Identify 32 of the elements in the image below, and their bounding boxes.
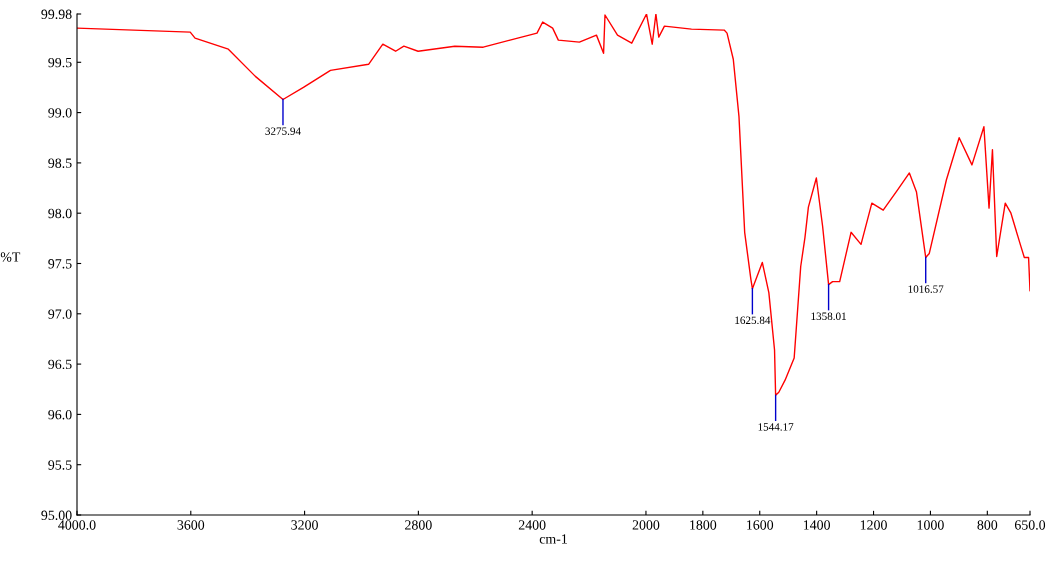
x-tick-label: 800 (977, 520, 998, 530)
x-tick-label: 1000 (917, 520, 944, 530)
x-tick-label: 1800 (690, 520, 717, 530)
x-tick-label: 3200 (291, 520, 318, 530)
x-tick-label: 2000 (632, 520, 660, 530)
y-tick-label: 99.0 (48, 108, 72, 118)
x-tick-label: 1400 (803, 520, 830, 530)
annotation: 1358.01 (811, 312, 846, 321)
annotation: 3275.94 (265, 127, 301, 135)
x-tick-label: 4000.0 (58, 520, 96, 530)
y-axis-title: %T (0, 252, 21, 262)
y-tick-label: 95.5 (48, 460, 72, 470)
annotation: 1544.17 (758, 423, 794, 431)
x-tick-label: 650.0 (1014, 520, 1046, 530)
y-tick-label: 96.5 (48, 359, 72, 370)
y-tick-label: 98.0 (48, 208, 72, 219)
y-tick-label: 96.0 (48, 409, 72, 420)
y-tick-label: 95.00 (41, 510, 72, 521)
line-series (77, 14, 1030, 396)
y-tick-label: 99.98 (41, 9, 72, 20)
y-tick-label: 97.5 (48, 259, 72, 269)
x-tick-label: 1200 (860, 520, 887, 530)
annotation: 1625.84 (735, 316, 771, 325)
annotation: 1016.57 (908, 285, 944, 293)
y-tick-label: 99.5 (48, 57, 72, 68)
y-tick-label: 97.0 (48, 309, 72, 319)
x-tick-label: 2800 (405, 520, 432, 530)
x-tick-label: 1600 (747, 520, 774, 530)
x-axis-title: cm-1 (539, 534, 567, 544)
x-tick-label: 3600 (177, 520, 205, 530)
y-tick-label: 98.5 (48, 158, 72, 168)
x-tick-label: 2400 (518, 520, 546, 530)
